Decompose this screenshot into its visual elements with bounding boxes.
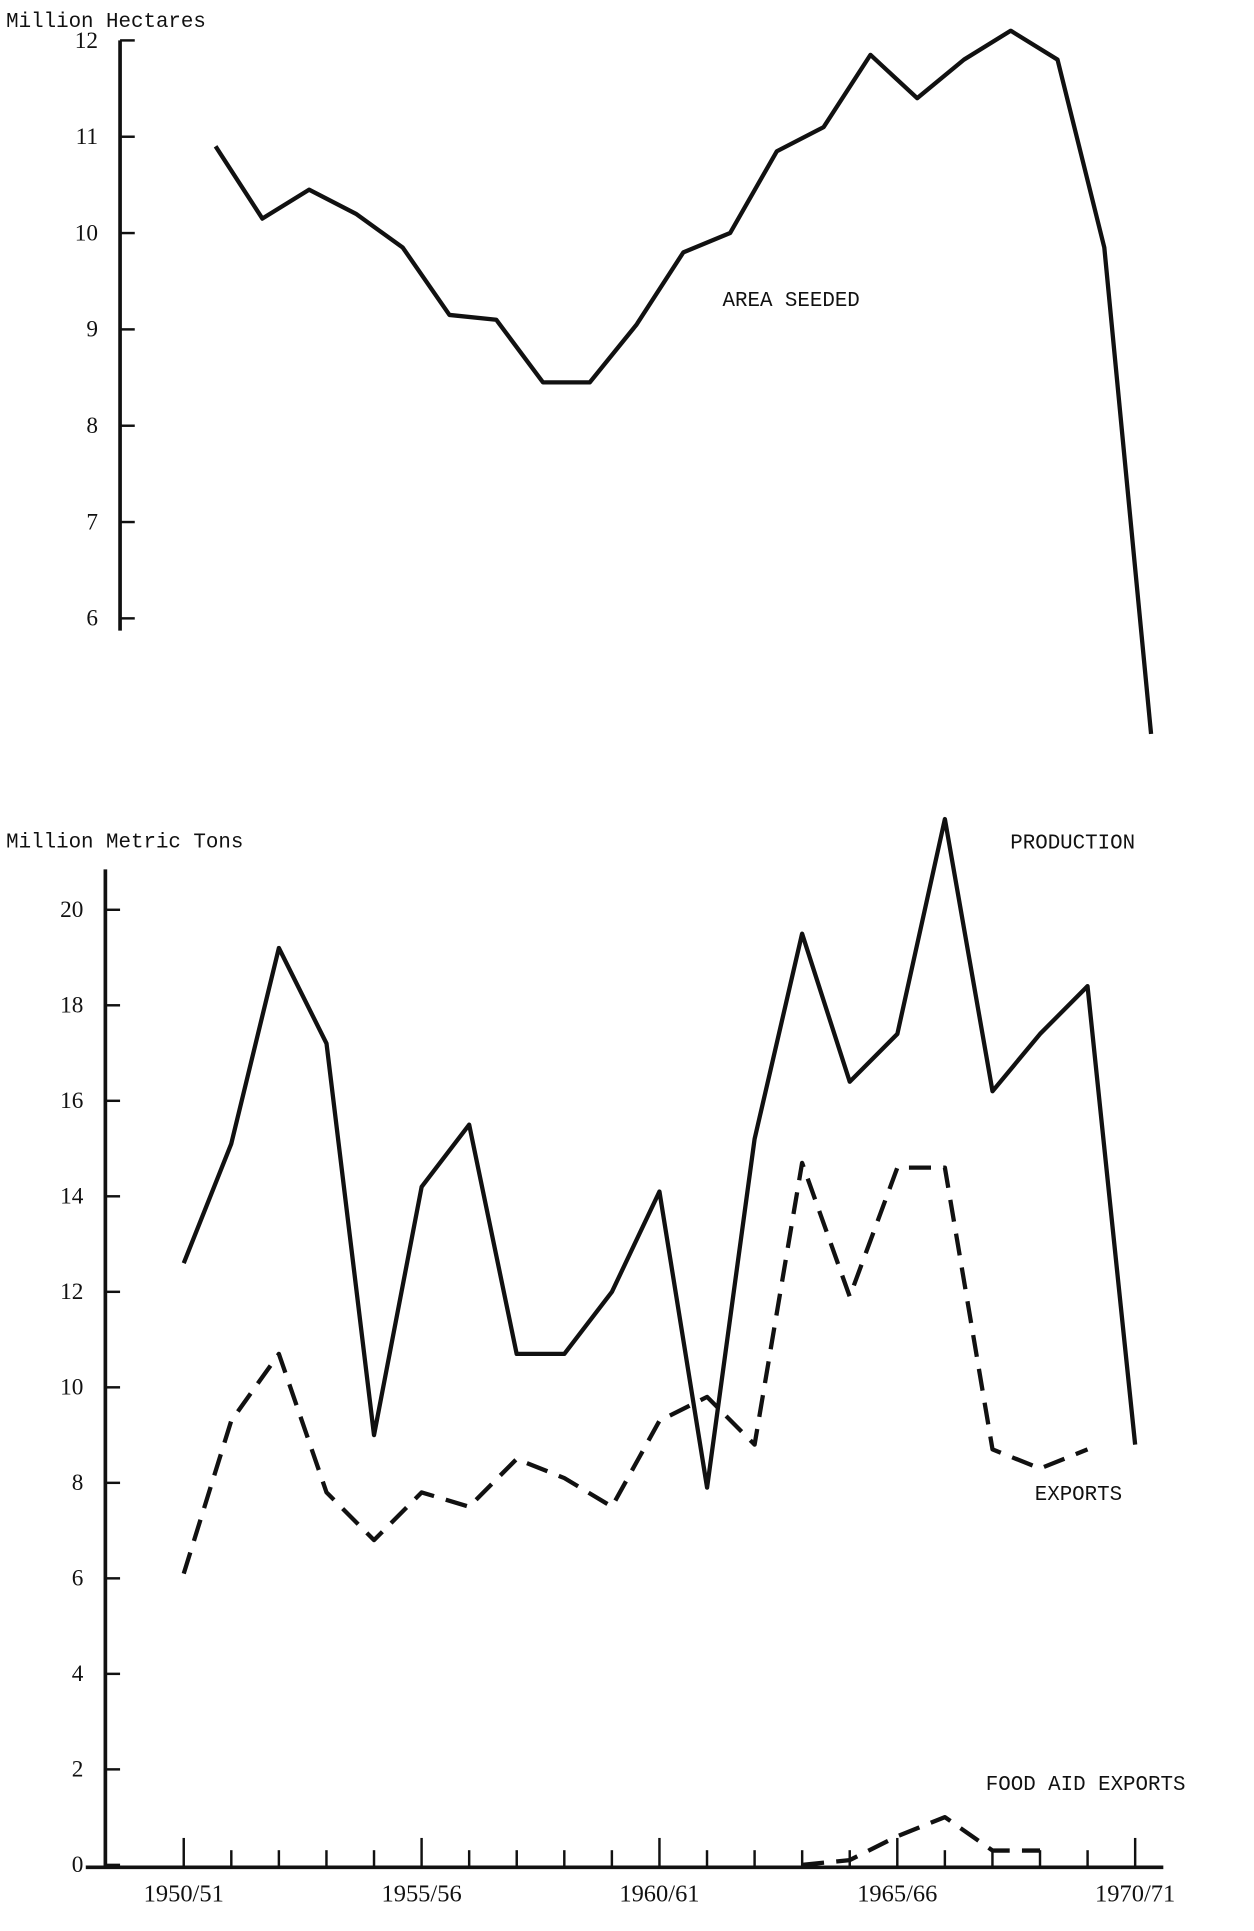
- y-tick-label: 10: [75, 220, 98, 246]
- y-tick-label: 20: [60, 897, 83, 923]
- series-line: [181, 816, 1138, 1490]
- y-tick-label: 8: [72, 1470, 84, 1496]
- y-tick-label: 16: [60, 1088, 83, 1114]
- series-line: [801, 1814, 1041, 1868]
- series-label: PRODUCTION: [1010, 833, 1135, 856]
- y-tick-label: 0: [72, 1852, 84, 1878]
- y-tick-label: 12: [60, 1279, 83, 1305]
- y-tick-label: 14: [60, 1184, 84, 1210]
- y-tick-label: 7: [86, 509, 98, 535]
- series-line: [181, 1160, 1089, 1575]
- y-axis-title: Million Metric Tons: [6, 831, 243, 854]
- x-tick-label: 1965/66: [857, 1881, 937, 1908]
- y-tick-label: 8: [86, 413, 98, 439]
- y-tick-label: 2: [72, 1757, 84, 1783]
- y-tick-label: 6: [86, 606, 98, 632]
- y-tick-label: 4: [72, 1661, 84, 1687]
- x-tick-label: 1960/61: [619, 1881, 699, 1908]
- series-line: [213, 28, 1154, 735]
- x-tick-label: 1955/56: [381, 1881, 461, 1908]
- y-tick-label: 9: [86, 317, 98, 343]
- series-label: EXPORTS: [1035, 1484, 1122, 1507]
- y-tick-label: 18: [60, 993, 83, 1019]
- y-axis-title: Million Hectares: [6, 11, 206, 34]
- series-label: FOOD AID EXPORTS: [986, 1774, 1186, 1797]
- y-tick-label: 12: [75, 28, 98, 54]
- x-tick-label: 1970/71: [1095, 1881, 1175, 1908]
- y-tick-label: 10: [60, 1375, 83, 1401]
- y-tick-label: 6: [72, 1566, 84, 1592]
- x-tick-label: 1950/51: [144, 1881, 224, 1908]
- series-label: AREA SEEDED: [723, 290, 860, 313]
- y-tick-label: 11: [76, 124, 98, 150]
